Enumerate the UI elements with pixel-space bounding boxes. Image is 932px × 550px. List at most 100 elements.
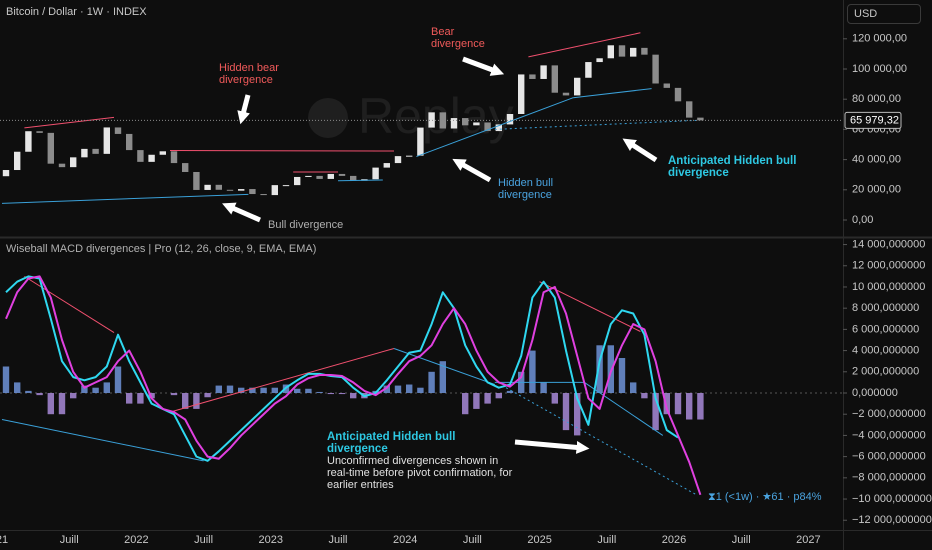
- histogram-bar: [249, 387, 256, 394]
- candle: [338, 173, 346, 176]
- y-tick-label: 2 000,000000: [852, 366, 919, 378]
- candle: [249, 189, 256, 195]
- candle: [58, 163, 66, 168]
- annotation: Anticipated Hidden bull divergence: [668, 155, 797, 179]
- divergence-line: [416, 97, 574, 158]
- annotation: Bear divergence: [431, 26, 485, 50]
- candle: [674, 87, 682, 102]
- currency-button[interactable]: USD: [847, 4, 921, 24]
- candle: [305, 175, 312, 177]
- histogram-bar: [574, 393, 581, 436]
- candle: [372, 167, 379, 180]
- divergence-line: [584, 381, 664, 436]
- y-tick-label: 40 000,00: [852, 154, 901, 166]
- histogram-bar: [641, 393, 648, 399]
- arrows: [222, 56, 658, 454]
- histogram-bar: [2, 366, 10, 394]
- stats: ⧗1 (<1w) · ★61 · p84%: [708, 491, 822, 503]
- candle: [215, 184, 222, 190]
- candle: [686, 101, 693, 118]
- annotation: Hidden bear divergence: [219, 62, 279, 86]
- candle: [394, 156, 402, 164]
- histogram-bar: [607, 345, 614, 394]
- watermark: Replay: [358, 88, 514, 144]
- divergence-line: [573, 88, 652, 99]
- histogram-bar: [484, 393, 491, 404]
- histogram-bar: [663, 393, 670, 415]
- histogram-bar: [383, 385, 390, 394]
- candle: [36, 131, 43, 133]
- histogram-bar: [439, 361, 446, 394]
- x-tick-label: 2024: [393, 534, 417, 546]
- candle: [462, 118, 469, 126]
- x-tick-label: Juill: [597, 534, 616, 546]
- histogram-bar: [103, 382, 110, 394]
- x-tick-label: 2023: [259, 534, 283, 546]
- candle: [70, 157, 77, 168]
- histogram-bar: [226, 385, 234, 394]
- y-tick-label: 20 000,00: [852, 184, 901, 196]
- candle: [641, 47, 648, 55]
- histogram-bar: [70, 393, 77, 399]
- histogram-bar: [506, 390, 514, 394]
- histogram-bar: [294, 388, 301, 394]
- divergence-line: [24, 275, 115, 333]
- histogram-bar: [417, 387, 424, 394]
- candle: [663, 83, 670, 88]
- y-tick-label: 0,000000: [852, 387, 898, 399]
- histogram-bar: [81, 385, 88, 394]
- y-tick-label: −12 000,000000: [852, 514, 932, 526]
- candle: [271, 185, 278, 196]
- candle: [551, 65, 558, 93]
- histogram-bar: [36, 393, 43, 396]
- y-tick-label: 14 000,000000: [852, 238, 925, 250]
- candle: [652, 54, 659, 84]
- x-tick-label: Juill: [60, 534, 79, 546]
- y-tick-label: 4 000,000000: [852, 344, 919, 356]
- candle: [282, 185, 290, 187]
- candle: [630, 47, 637, 57]
- x-tick-label: 2026: [662, 534, 686, 546]
- histogram-bar: [137, 393, 144, 404]
- candle: [47, 132, 54, 164]
- divergence-line: [169, 347, 395, 413]
- candle: [406, 155, 413, 157]
- annotation: Anticipated Hidden bull divergence: [327, 431, 456, 455]
- y-tick-label: 12 000,000000: [852, 260, 925, 272]
- arrow: [222, 202, 262, 223]
- candle: [126, 133, 133, 151]
- candle: [495, 124, 502, 132]
- y-tick-label: −6 000,000000: [852, 451, 926, 463]
- histogram-bar: [238, 387, 245, 394]
- x-tick-label: Juill: [463, 534, 482, 546]
- candle: [226, 189, 234, 191]
- y-tick-label: 8 000,000000: [852, 302, 919, 314]
- histogram-bar: [92, 387, 99, 394]
- histogram-bar: [170, 393, 178, 396]
- candle: [327, 173, 334, 179]
- histogram-bar: [394, 385, 402, 394]
- indicator-title: Wiseball MACD divergences | Pro (12, 26,…: [6, 243, 317, 255]
- candle: [294, 176, 301, 186]
- annotation: Bull divergence: [268, 219, 344, 231]
- divergence-line: [494, 119, 697, 130]
- histogram-bar: [271, 387, 278, 394]
- candle: [518, 74, 525, 115]
- arrow: [462, 56, 505, 76]
- candle: [316, 175, 323, 179]
- y-tick-label: 10 000,000000: [852, 281, 925, 293]
- histogram-bar: [697, 393, 704, 420]
- histogram-bar: [148, 393, 155, 399]
- histogram-bar: [350, 393, 357, 399]
- divergence-line: [1, 193, 249, 204]
- candle: [574, 77, 581, 96]
- candle: [238, 189, 245, 191]
- candle: [607, 45, 614, 59]
- candle: [170, 151, 178, 164]
- histogram-bar: [596, 345, 603, 394]
- candle: [417, 127, 424, 156]
- x-tick-label: Juill: [329, 534, 348, 546]
- histogram-bar: [551, 393, 558, 404]
